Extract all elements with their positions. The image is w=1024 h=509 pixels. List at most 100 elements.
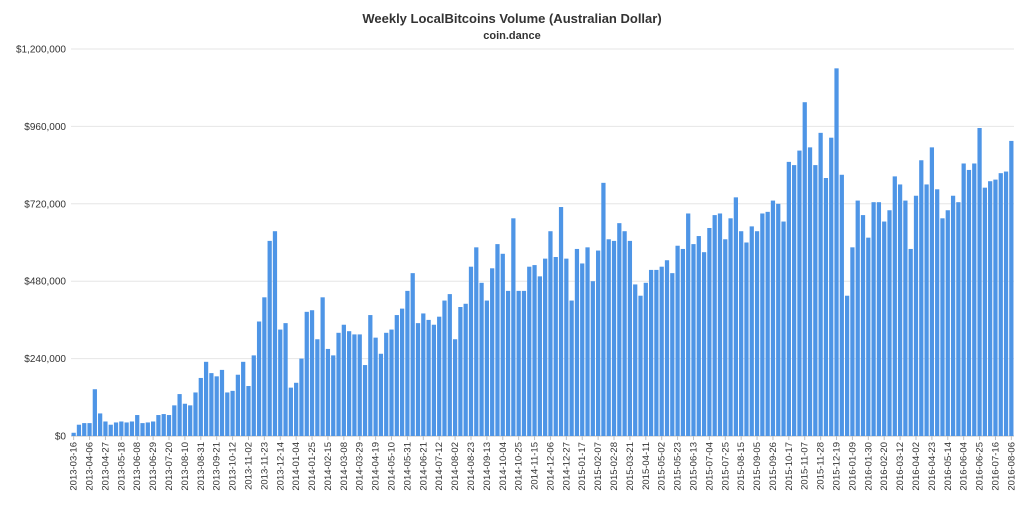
bar[interactable]	[845, 295, 850, 436]
bar[interactable]	[373, 337, 378, 436]
bar[interactable]	[241, 361, 246, 436]
bar[interactable]	[336, 332, 341, 436]
bar[interactable]	[643, 282, 648, 436]
bar[interactable]	[829, 137, 834, 436]
bar[interactable]	[860, 215, 866, 436]
bar[interactable]	[675, 245, 680, 436]
bar[interactable]	[807, 147, 813, 437]
bar[interactable]	[267, 240, 272, 436]
bar[interactable]	[442, 300, 447, 436]
bar[interactable]	[707, 227, 712, 436]
bar[interactable]	[988, 181, 993, 436]
bar[interactable]	[76, 424, 82, 436]
bar[interactable]	[717, 213, 723, 436]
bar[interactable]	[384, 332, 389, 436]
bar[interactable]	[818, 132, 823, 436]
bar[interactable]	[680, 248, 686, 436]
bar[interactable]	[145, 422, 150, 436]
bar[interactable]	[437, 316, 442, 436]
bar[interactable]	[511, 218, 516, 436]
bar[interactable]	[834, 68, 839, 436]
bar[interactable]	[235, 374, 240, 436]
bar[interactable]	[596, 250, 601, 436]
bar[interactable]	[188, 405, 193, 436]
bar[interactable]	[776, 203, 781, 436]
bar[interactable]	[294, 382, 299, 436]
bar[interactable]	[839, 174, 844, 436]
bar[interactable]	[956, 202, 961, 436]
bar[interactable]	[484, 300, 489, 436]
bar[interactable]	[368, 315, 373, 436]
bar[interactable]	[574, 248, 580, 436]
bar[interactable]	[823, 178, 829, 436]
bar[interactable]	[394, 315, 399, 436]
bar[interactable]	[278, 329, 283, 436]
bar[interactable]	[113, 422, 119, 436]
bar[interactable]	[172, 405, 177, 436]
bar[interactable]	[966, 169, 972, 436]
bar[interactable]	[166, 415, 172, 436]
bar[interactable]	[421, 313, 426, 436]
bar[interactable]	[151, 421, 156, 436]
bar[interactable]	[691, 244, 696, 436]
bar[interactable]	[919, 160, 924, 436]
bar[interactable]	[262, 297, 267, 436]
bar[interactable]	[781, 221, 786, 436]
bar[interactable]	[659, 266, 664, 436]
bar[interactable]	[654, 269, 659, 436]
bar[interactable]	[505, 290, 511, 437]
bar[interactable]	[972, 163, 977, 437]
bar[interactable]	[590, 281, 595, 436]
bar[interactable]	[246, 386, 251, 436]
bar[interactable]	[648, 269, 654, 436]
bar[interactable]	[325, 348, 331, 436]
bar[interactable]	[982, 187, 987, 436]
bar[interactable]	[256, 321, 262, 436]
bar[interactable]	[723, 239, 728, 436]
bar[interactable]	[855, 200, 860, 436]
bar[interactable]	[98, 413, 103, 436]
bar[interactable]	[527, 266, 532, 436]
bar[interactable]	[479, 282, 484, 436]
bar[interactable]	[362, 365, 368, 436]
bar[interactable]	[770, 200, 776, 436]
bar[interactable]	[468, 266, 474, 436]
bar[interactable]	[611, 240, 617, 436]
bar[interactable]	[686, 213, 691, 436]
bar[interactable]	[892, 176, 897, 436]
bar[interactable]	[744, 242, 749, 437]
bar[interactable]	[553, 257, 558, 436]
bar[interactable]	[601, 182, 606, 436]
bar[interactable]	[458, 307, 463, 436]
bar[interactable]	[569, 300, 574, 436]
bar[interactable]	[924, 184, 929, 436]
bar[interactable]	[315, 339, 320, 436]
bar[interactable]	[532, 265, 537, 436]
bar[interactable]	[961, 163, 966, 437]
bar[interactable]	[447, 294, 452, 436]
bar[interactable]	[950, 195, 956, 436]
bar[interactable]	[304, 311, 309, 436]
bar[interactable]	[760, 213, 765, 436]
bar[interactable]	[580, 263, 585, 436]
bar[interactable]	[897, 184, 903, 436]
bar[interactable]	[405, 290, 410, 437]
bar[interactable]	[177, 394, 182, 436]
bar[interactable]	[452, 339, 458, 436]
bar[interactable]	[352, 334, 357, 436]
bar[interactable]	[161, 414, 166, 436]
bar[interactable]	[606, 239, 611, 436]
bar[interactable]	[998, 173, 1003, 436]
bar[interactable]	[230, 390, 235, 436]
bar[interactable]	[622, 231, 627, 436]
bar[interactable]	[935, 189, 940, 436]
bar[interactable]	[389, 329, 394, 436]
bar[interactable]	[203, 361, 209, 436]
bar[interactable]	[521, 290, 527, 437]
bar[interactable]	[309, 310, 315, 436]
bar[interactable]	[882, 221, 887, 436]
bar[interactable]	[664, 260, 670, 436]
bar[interactable]	[103, 421, 108, 436]
bar[interactable]	[124, 422, 129, 436]
bar[interactable]	[543, 258, 548, 437]
